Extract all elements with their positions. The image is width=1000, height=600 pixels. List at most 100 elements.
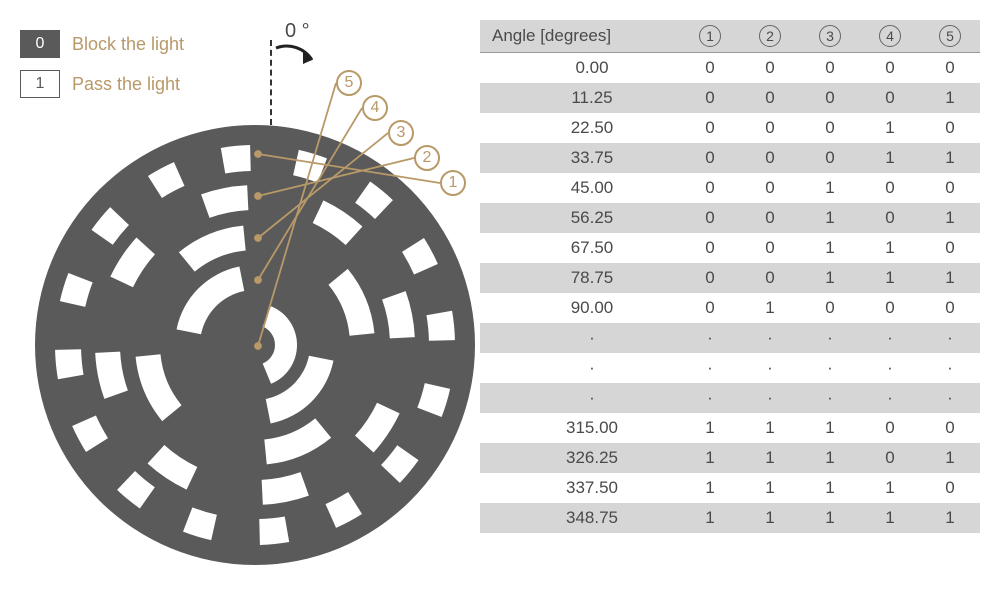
cell-angle: · [480,323,680,353]
table-row: 56.2500101 [480,203,980,233]
cell-bit-5: 0 [920,53,980,84]
col-track-1: 1 [680,20,740,53]
cell-bit-1: 1 [680,503,740,533]
cell-bit-4: 0 [860,53,920,84]
cell-bit-4: · [860,353,920,383]
cell-bit-4: 0 [860,293,920,323]
cell-bit-3: 0 [800,143,860,173]
cell-bit-4: 1 [860,233,920,263]
cell-angle: 22.50 [480,113,680,143]
cell-bit-1: · [680,383,740,413]
table-row: ······ [480,353,980,383]
cell-bit-4: 0 [860,173,920,203]
track-label-1: 1 [440,170,466,196]
cell-bit-2: 0 [740,83,800,113]
cell-bit-3: 0 [800,293,860,323]
cell-bit-1: · [680,353,740,383]
cell-bit-5: 1 [920,143,980,173]
cell-bit-3: 1 [800,263,860,293]
cell-bit-2: 1 [740,503,800,533]
cell-angle: 56.25 [480,203,680,233]
cell-bit-3: 1 [800,203,860,233]
cell-bit-5: 0 [920,473,980,503]
cell-bit-5: 1 [920,83,980,113]
cell-angle: 348.75 [480,503,680,533]
cell-bit-1: 0 [680,173,740,203]
cell-bit-3: 1 [800,503,860,533]
col-track-3: 3 [800,20,860,53]
cell-bit-2: 0 [740,113,800,143]
track-label-3: 3 [388,120,414,146]
cell-bit-2: 0 [740,53,800,84]
table-row: 90.0001000 [480,293,980,323]
cell-bit-3: 0 [800,53,860,84]
legend-label-block: Block the light [72,34,184,55]
cell-bit-2: · [740,323,800,353]
legend-row-pass: 1 Pass the light [20,70,184,98]
rotation-arrow-icon [272,42,332,82]
col-track-2: 2 [740,20,800,53]
cell-bit-5: · [920,353,980,383]
cell-bit-1: 0 [680,203,740,233]
cell-bit-1: 0 [680,113,740,143]
encoding-table: Angle [degrees]123450.000000011.25000012… [480,20,980,533]
cell-bit-4: · [860,323,920,353]
cell-angle: · [480,383,680,413]
cell-angle: 45.00 [480,173,680,203]
cell-bit-5: 1 [920,443,980,473]
table-row: 78.7500111 [480,263,980,293]
cell-bit-3: · [800,383,860,413]
cell-bit-1: 1 [680,443,740,473]
legend-label-pass: Pass the light [72,74,180,95]
cell-bit-2: 0 [740,263,800,293]
cell-bit-3: 1 [800,233,860,263]
col-angle: Angle [degrees] [480,20,680,53]
col-track-4: 4 [860,20,920,53]
cell-bit-4: 1 [860,143,920,173]
cell-bit-2: 0 [740,173,800,203]
cell-bit-4: 0 [860,413,920,443]
cell-bit-1: · [680,323,740,353]
cell-bit-3: · [800,353,860,383]
table-row: 22.5000010 [480,113,980,143]
table-row: 67.5000110 [480,233,980,263]
legend-box-zero: 0 [20,30,60,58]
table-row: 33.7500011 [480,143,980,173]
col-track-5: 5 [920,20,980,53]
cell-bit-5: 0 [920,173,980,203]
cell-bit-4: 1 [860,113,920,143]
cell-bit-4: · [860,383,920,413]
cell-bit-1: 0 [680,83,740,113]
cell-bit-1: 0 [680,143,740,173]
cell-bit-3: 1 [800,443,860,473]
cell-bit-1: 0 [680,293,740,323]
cell-angle: 337.50 [480,473,680,503]
table-row: 0.0000000 [480,53,980,84]
cell-bit-2: · [740,353,800,383]
cell-bit-2: 0 [740,143,800,173]
cell-bit-4: 1 [860,473,920,503]
table-row: 45.0000100 [480,173,980,203]
cell-bit-4: 0 [860,83,920,113]
cell-bit-5: · [920,323,980,353]
cell-bit-5: 1 [920,203,980,233]
table-row: 11.2500001 [480,83,980,113]
cell-bit-3: 0 [800,83,860,113]
track-label-5: 5 [336,70,362,96]
table-row: 326.2511101 [480,443,980,473]
cell-bit-5: · [920,383,980,413]
cell-angle: · [480,353,680,383]
table-row: 337.5011110 [480,473,980,503]
table-row: 315.0011100 [480,413,980,443]
cell-bit-3: 1 [800,173,860,203]
cell-bit-2: 0 [740,203,800,233]
cell-bit-5: 1 [920,503,980,533]
cell-bit-1: 1 [680,413,740,443]
cell-angle: 0.00 [480,53,680,84]
cell-bit-2: 0 [740,233,800,263]
cell-bit-2: 1 [740,473,800,503]
table-row: ······ [480,383,980,413]
legend: 0 Block the light 1 Pass the light [20,30,184,98]
cell-bit-5: 1 [920,263,980,293]
cell-bit-1: 0 [680,53,740,84]
